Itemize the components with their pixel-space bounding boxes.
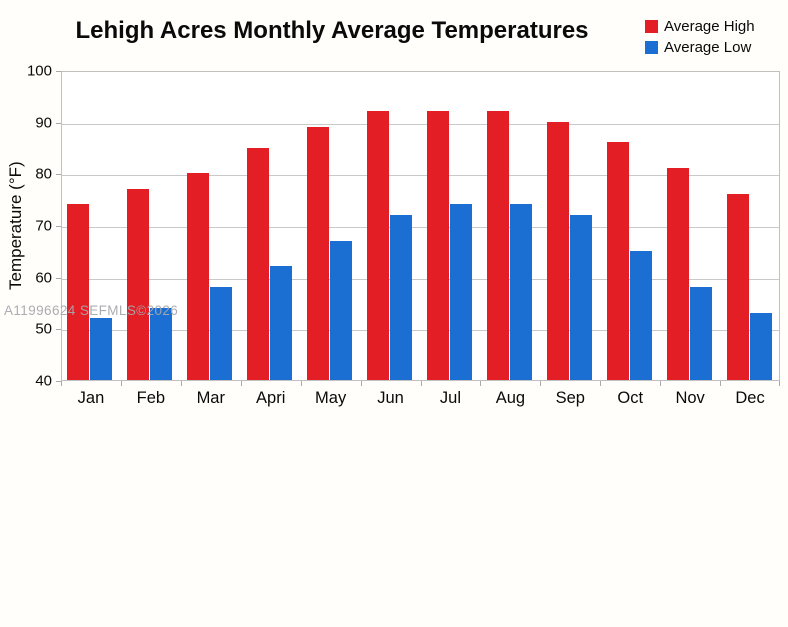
bar-average-high-may: [307, 126, 329, 380]
x-tick-mark-7: [480, 381, 482, 386]
x-tick-label-aug: Aug: [495, 389, 526, 407]
x-tick-mark-2: [180, 381, 182, 386]
bar-average-low-jun: [390, 214, 412, 380]
bar-average-high-jun: [367, 111, 389, 380]
x-tick-label-jun: Jun: [377, 389, 404, 407]
x-tick-label-jul: Jul: [439, 389, 461, 407]
y-axis-tick-marks: [56, 71, 61, 382]
bar-average-low-sep: [570, 214, 592, 380]
bar-average-low-oct: [630, 250, 652, 380]
x-tick-mark-10: [660, 381, 662, 386]
gridline-50: [62, 330, 779, 332]
x-tick-mark-4: [300, 381, 302, 386]
bar-average-low-nov: [690, 287, 712, 380]
y-tick-label-40: 40: [35, 372, 52, 390]
x-tick-mark-3: [240, 381, 242, 386]
x-tick-mark-6: [420, 381, 422, 386]
x-axis-tick-marks: [61, 381, 780, 386]
bar-group-feb: [122, 72, 182, 380]
x-tick-mark-5: [360, 381, 362, 386]
bar-group-aug: [482, 72, 542, 380]
legend-item-average-low: Average Low: [645, 39, 755, 56]
bar-average-high-sep: [547, 121, 569, 380]
y-tick-mark-70: [56, 226, 61, 227]
x-tick-label-feb: Feb: [136, 389, 166, 407]
bar-group-sep: [542, 72, 602, 380]
y-tick-label-90: 90: [35, 114, 52, 132]
bar-group-apri: [242, 72, 302, 380]
bar-groups: [62, 72, 779, 380]
gridline-60: [62, 278, 779, 280]
chart-title: Lehigh Acres Monthly Average Temperature…: [75, 17, 589, 44]
y-tick-mark-50: [56, 329, 61, 331]
x-tick-label-oct: Oct: [617, 389, 644, 407]
y-axis-tick-labels: 100 90 80 70 60 50 40: [0, 63, 56, 390]
x-tick-label-dec: Dec: [735, 389, 765, 407]
x-tick-label-sep: Sep: [555, 389, 585, 407]
y-tick-label-60: 60: [35, 269, 52, 287]
x-tick-mark-0: [61, 381, 62, 386]
x-tick-label-mar: Mar: [196, 389, 225, 407]
legend-swatch-high: [645, 20, 658, 33]
x-tick-mark-9: [600, 381, 602, 386]
x-tick-label-nov: Nov: [675, 389, 705, 407]
bar-average-low-mar: [210, 287, 232, 380]
bar-average-low-apri: [270, 266, 292, 380]
bar-group-nov: [662, 72, 722, 380]
bar-average-low-dec: [750, 312, 772, 380]
legend-swatch-low: [645, 41, 658, 54]
bar-average-high-jan: [67, 204, 89, 380]
bar-group-dec: [722, 72, 782, 380]
bar-group-mar: [182, 72, 242, 380]
bar-group-oct: [602, 72, 662, 380]
y-tick-label-50: 50: [35, 320, 52, 338]
bar-average-high-nov: [667, 168, 689, 380]
bar-average-low-jul: [450, 204, 472, 380]
watermark-text: A11996624 SEFMLS©2026: [4, 303, 179, 318]
bar-average-high-mar: [187, 173, 209, 380]
gridline-80: [62, 175, 779, 177]
x-tick-label-jan: Jan: [77, 389, 105, 407]
y-tick-mark-40: [56, 381, 61, 382]
x-tick-mark-12: [779, 381, 780, 386]
gridline-70: [62, 227, 779, 228]
y-tick-mark-60: [56, 277, 61, 279]
x-tick-mark-11: [720, 381, 722, 386]
y-tick-mark-90: [56, 122, 61, 124]
legend-item-average-high: Average High: [645, 18, 755, 35]
bar-average-low-may: [330, 240, 352, 380]
legend-label-low: Average Low: [664, 39, 752, 56]
legend: Average High Average Low: [645, 18, 755, 56]
bar-average-high-jul: [427, 111, 449, 380]
y-tick-label-100: 100: [26, 62, 52, 80]
y-tick-mark-100: [56, 71, 61, 72]
x-tick-mark-8: [540, 381, 542, 386]
bar-group-may: [302, 72, 362, 380]
bar-average-low-feb: [150, 307, 172, 380]
bar-group-jan: [62, 72, 122, 380]
x-tick-mark-1: [120, 381, 122, 386]
x-axis-tick-labels: Jan Feb Mar Apri May Jun Jul Aug Sep Oct Nov Dec: [61, 389, 780, 413]
y-tick-label-70: 70: [35, 217, 52, 235]
plot-area: [61, 71, 780, 381]
x-tick-label-may: May: [315, 389, 347, 407]
bar-average-high-dec: [727, 194, 749, 380]
gridline-90: [62, 123, 779, 125]
bar-average-low-aug: [510, 204, 532, 380]
bar-group-jun: [362, 72, 422, 380]
bar-average-high-feb: [127, 188, 149, 380]
legend-label-high: Average High: [664, 18, 755, 35]
bar-average-high-oct: [607, 142, 629, 380]
bar-group-jul: [422, 72, 482, 380]
y-tick-label-80: 80: [35, 165, 52, 183]
y-tick-mark-80: [56, 174, 61, 176]
bar-average-low-jan: [90, 318, 112, 380]
bar-average-high-apri: [247, 147, 269, 380]
bar-average-high-aug: [487, 111, 509, 380]
x-tick-label-apri: Apri: [256, 389, 286, 407]
